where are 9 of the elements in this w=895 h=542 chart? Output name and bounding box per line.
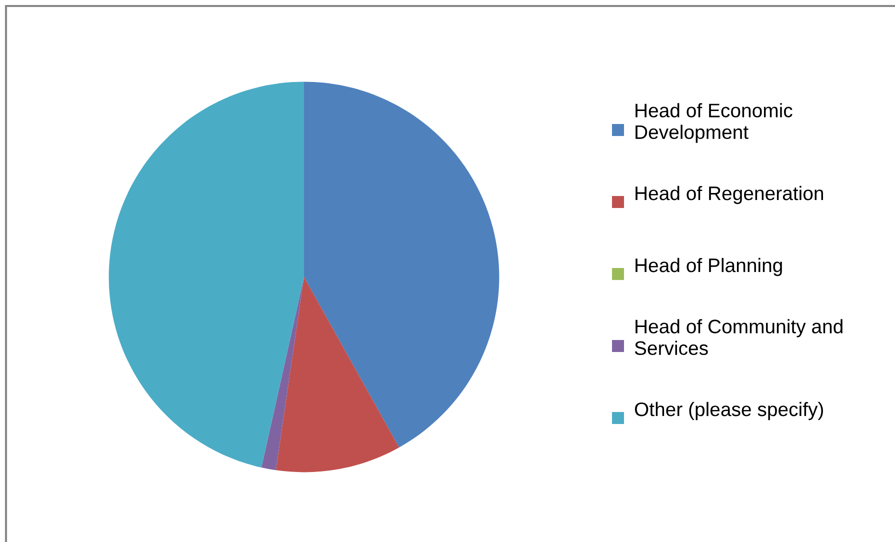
pie-slice bbox=[108, 82, 304, 468]
pie-slice bbox=[261, 277, 304, 470]
legend-label: Head of Planning bbox=[636, 258, 782, 276]
legend-label: Head of Community and Services bbox=[634, 319, 842, 356]
pie-slice bbox=[276, 277, 400, 472]
legend-label: Other (please specify) bbox=[634, 402, 823, 420]
legend-label: Head of Regeneration bbox=[636, 186, 823, 204]
legend-label: Head of Economic Development bbox=[636, 103, 792, 143]
pie-slice bbox=[304, 82, 500, 448]
